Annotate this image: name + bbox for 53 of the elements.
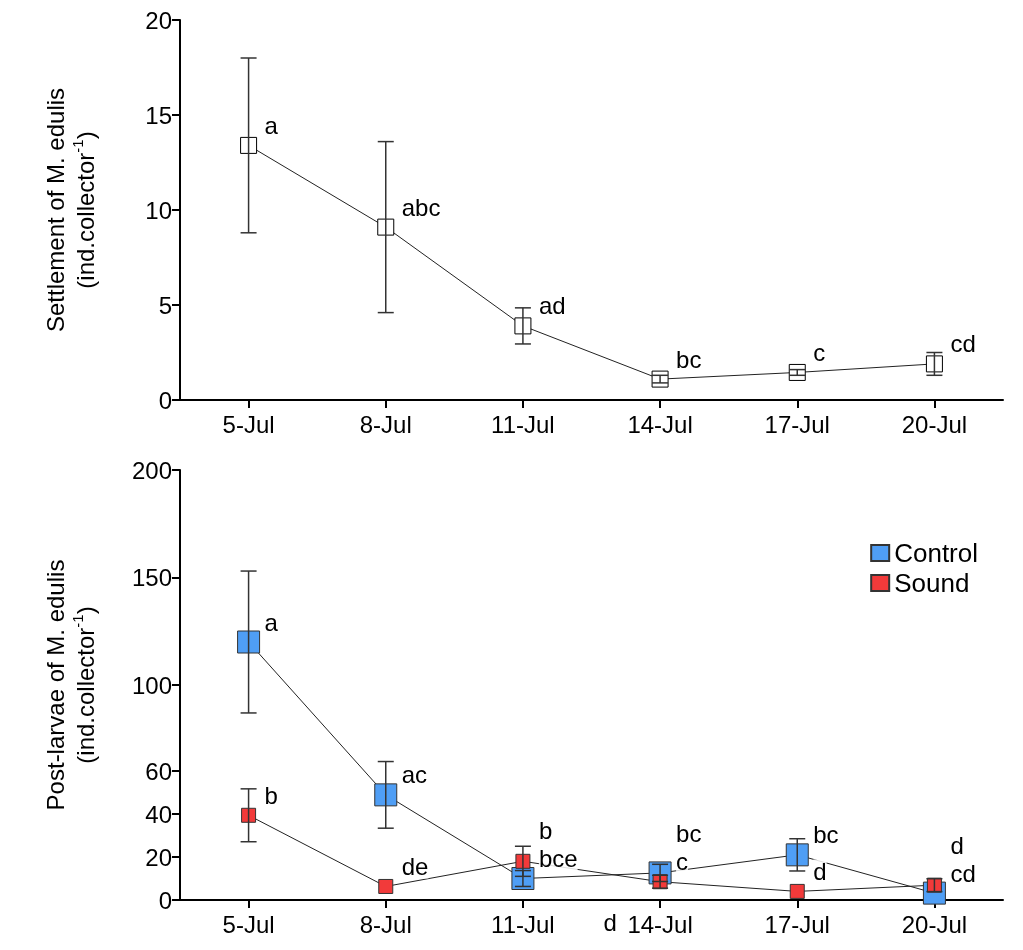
annotation: ad	[538, 292, 566, 320]
x-tick-label: 8-Jul	[359, 910, 412, 938]
y-tick-label: 60	[145, 757, 172, 785]
x-tick-label: 17-Jul	[764, 910, 830, 938]
point	[374, 783, 398, 807]
annotation: abc	[401, 193, 441, 221]
x-tick-label: 14-Jul	[627, 410, 693, 438]
annotation: cd	[950, 330, 976, 358]
y-tick-label: 5	[158, 291, 172, 319]
legend-label: Control	[894, 538, 979, 568]
x-tick-label: 11-Jul	[491, 410, 555, 438]
x-tick-label: 5-Jul	[222, 410, 275, 438]
annotation: d	[813, 857, 827, 885]
x-tick-label: 20-Jul	[901, 910, 968, 938]
annotation: a	[264, 111, 279, 139]
y-tick-label: 20	[145, 6, 172, 34]
annotation: bc	[676, 345, 702, 373]
y-tick-label: 150	[131, 564, 172, 591]
x-tick-label: 11-Jul	[491, 910, 555, 938]
y-tick-label: 200	[131, 456, 172, 484]
annotation: cd	[950, 859, 976, 887]
y-tick-label: 40	[145, 800, 172, 828]
point	[925, 355, 943, 373]
x-tick-label: 5-Jul	[222, 910, 275, 938]
annotation: c	[676, 848, 689, 876]
x-tick-label: 20-Jul	[901, 410, 968, 438]
annotation: bc	[676, 820, 702, 848]
point	[240, 136, 258, 154]
annotation: de	[401, 852, 429, 880]
point	[237, 630, 261, 654]
text: d	[603, 908, 617, 936]
annotation: b	[264, 781, 278, 809]
annotation: a	[264, 608, 279, 636]
annotation: c	[813, 338, 826, 366]
annotation: bc	[813, 821, 839, 849]
annotation: bce	[538, 845, 578, 872]
y-tick-label: 20	[145, 843, 172, 871]
annotation: b	[538, 817, 553, 844]
point	[241, 807, 257, 823]
point	[789, 883, 805, 899]
y-tick-label: 10	[145, 196, 172, 224]
point	[785, 843, 809, 867]
annotation: ac	[401, 761, 428, 789]
point	[378, 878, 394, 894]
y-tick-label: 0	[158, 886, 172, 914]
y-tick-label: 0	[158, 386, 172, 414]
legend-label: Sound	[894, 568, 970, 598]
annotation: d	[950, 831, 964, 859]
x-tick-label: 8-Jul	[359, 410, 412, 438]
x-tick-label: 14-Jul	[627, 910, 693, 938]
y-tick-label: 100	[131, 671, 172, 699]
x-tick-label: 17-Jul	[764, 410, 830, 438]
y-tick-label: 15	[145, 101, 172, 129]
